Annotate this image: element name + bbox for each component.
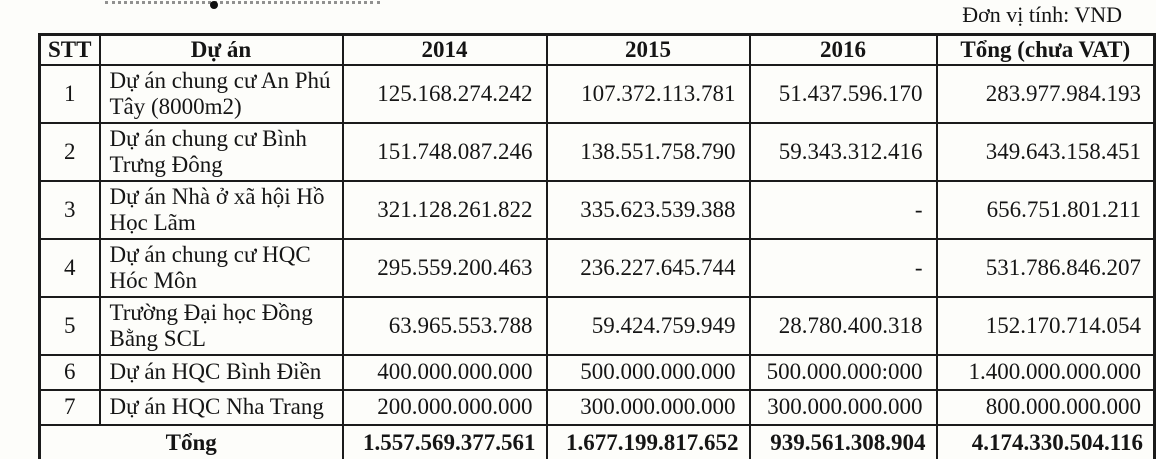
value-2014-cell: 400.000.000.000: [341, 353, 548, 391]
value-2016-cell: 59.343.312.416: [748, 121, 938, 182]
cropped-text-fragment: [105, 0, 395, 9]
cropped-text-dot: [210, 1, 218, 9]
column-header-2014: 2014: [341, 33, 548, 66]
value-2014-cell: 125.168.274.242: [341, 63, 548, 124]
stt-cell: 1: [38, 63, 101, 124]
value-2014-cell: 151.748.087.246: [341, 121, 548, 182]
value-2015-cell: 107.372.113.781: [545, 63, 751, 124]
table-row: 3 Dự án Nhà ở xã hội Hồ Học Lãm 321.128.26…: [38, 179, 1156, 240]
table-body: 1 Dự án chung cư An Phú Tây (8000m2) 125.1…: [38, 63, 1156, 426]
projects-revenue-table: STT Dự án 2014 2015 2016 Tổng (chưa VAT) 1 Dự …: [38, 33, 1156, 459]
footer-total-value: 1.677.199.817.652: [545, 423, 751, 459]
table-row: 5 Trường Đại học Đồng Bằng SCL 63.965.553.…: [38, 295, 1156, 356]
column-header-2016: 2016: [748, 33, 938, 66]
total-cell: 800.000.000.000: [935, 388, 1156, 426]
value-2014-cell: 321.128.261.822: [341, 179, 548, 240]
total-cell: 531.786.846.207: [935, 237, 1156, 298]
table-row: 6 Dự án HQC Bình Điền 400.000.000.000 500.0…: [38, 353, 1156, 391]
project-cell: Dự án HQC Nha Trang: [98, 388, 344, 426]
value-2015-cell: 300.000.000.000: [545, 388, 751, 426]
stt-cell: 3: [38, 179, 101, 240]
table-row: 2 Dự án chung cư Bình Trưng Đông 151.748.0…: [38, 121, 1156, 182]
project-cell: Dự án chung cư An Phú Tây (8000m2): [98, 63, 344, 124]
unit-label: Đơn vị tính: VND: [962, 2, 1122, 27]
value-2014-cell: 295.559.200.463: [341, 237, 548, 298]
table-header: STT Dự án 2014 2015 2016 Tổng (chưa VAT): [38, 33, 1156, 66]
value-2016-cell: 51.437.596.170: [748, 63, 938, 124]
footer-total-value: 1.557.569.377.561: [341, 423, 548, 459]
total-cell: 152.170.714.054: [935, 295, 1156, 356]
project-cell: Dự án HQC Bình Điền: [98, 353, 344, 391]
project-cell: Dự án chung cư HQC Hóc Môn: [98, 237, 344, 298]
project-cell: Dự án chung cư Bình Trưng Đông: [98, 121, 344, 182]
value-2016-cell: -: [748, 179, 938, 240]
value-2015-cell: 236.227.645.744: [545, 237, 751, 298]
footer-total-label: Tổng: [38, 423, 344, 459]
value-2015-cell: 59.424.759.949: [545, 295, 751, 356]
cropped-text-line: [105, 1, 380, 4]
table-row: 4 Dự án chung cư HQC Hóc Môn 295.559.200.4…: [38, 237, 1156, 298]
project-cell: Trường Đại học Đồng Bằng SCL: [98, 295, 344, 356]
value-2014-cell: 63.965.553.788: [341, 295, 548, 356]
table-footer: Tổng 1.557.569.377.561 1.677.199.817.652 93…: [38, 423, 1156, 459]
total-cell: 656.751.801.211: [935, 179, 1156, 240]
table-header-row: STT Dự án 2014 2015 2016 Tổng (chưa VAT): [38, 33, 1156, 66]
value-2015-cell: 335.623.539.388: [545, 179, 751, 240]
stt-cell: 4: [38, 237, 101, 298]
value-2016-cell: 500.000.000:000: [748, 353, 938, 391]
stt-cell: 2: [38, 121, 101, 182]
stt-cell: 6: [38, 353, 101, 391]
value-2015-cell: 138.551.758.790: [545, 121, 751, 182]
total-cell: 283.977.984.193: [935, 63, 1156, 124]
table-row: 1 Dự án chung cư An Phú Tây (8000m2) 125.1…: [38, 63, 1156, 124]
column-header-project: Dự án: [98, 33, 344, 66]
footer-total-value: 4.174.330.504.116: [935, 423, 1156, 459]
stt-cell: 7: [38, 388, 101, 426]
table-footer-row: Tổng 1.557.569.377.561 1.677.199.817.652 93…: [38, 423, 1156, 459]
value-2016-cell: -: [748, 237, 938, 298]
stt-cell: 5: [38, 295, 101, 356]
footer-total-value: 939.561.308.904: [748, 423, 938, 459]
total-cell: 349.643.158.451: [935, 121, 1156, 182]
table-row: 7 Dự án HQC Nha Trang 200.000.000.000 300.0…: [38, 388, 1156, 426]
value-2014-cell: 200.000.000.000: [341, 388, 548, 426]
value-2015-cell: 500.000.000.000: [545, 353, 751, 391]
total-cell: 1.400.000.000.000: [935, 353, 1156, 391]
column-header-stt: STT: [38, 33, 101, 66]
project-cell: Dự án Nhà ở xã hội Hồ Học Lãm: [98, 179, 344, 240]
column-header-total: Tổng (chưa VAT): [935, 33, 1156, 66]
value-2016-cell: 28.780.400.318: [748, 295, 938, 356]
value-2016-cell: 300.000.000.000: [748, 388, 938, 426]
column-header-2015: 2015: [545, 33, 751, 66]
